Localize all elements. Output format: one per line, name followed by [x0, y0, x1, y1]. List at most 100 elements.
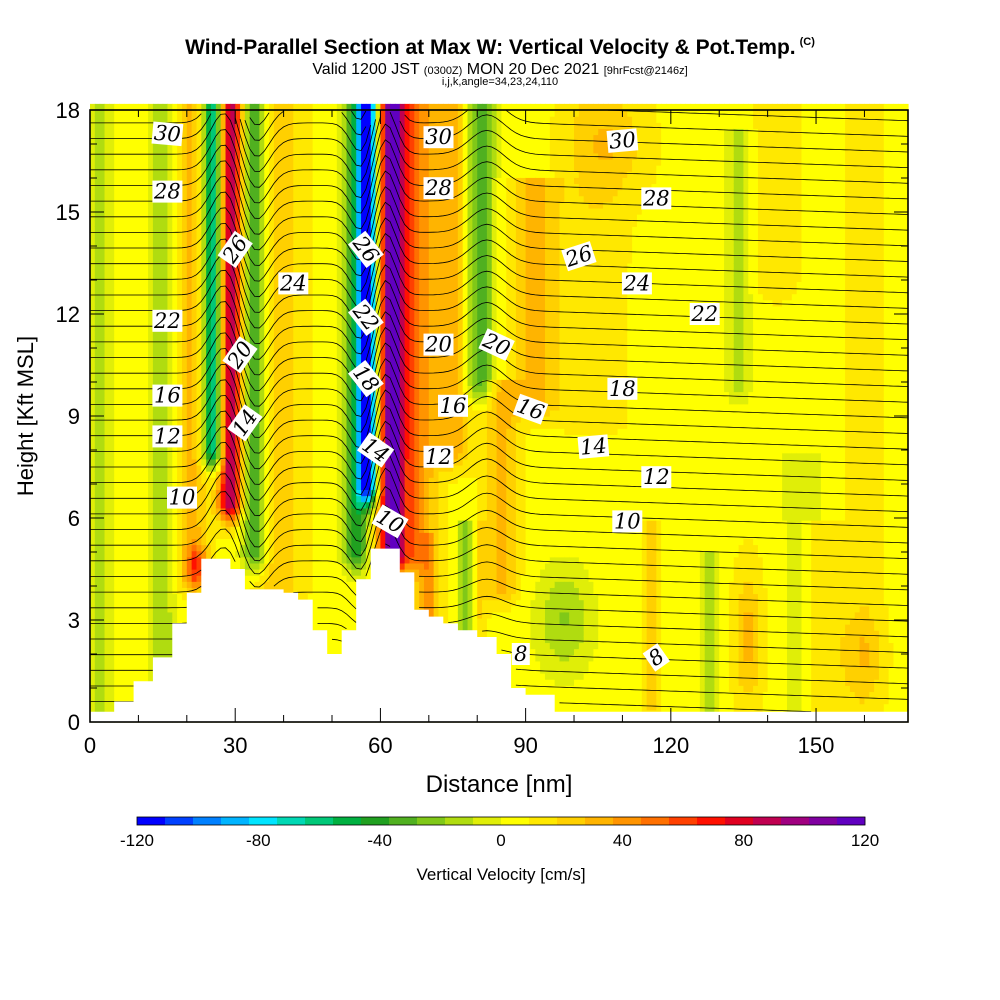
velocity-cell — [109, 453, 114, 460]
velocity-cell — [109, 691, 114, 698]
velocity-cell — [158, 581, 163, 588]
velocity-cell — [187, 226, 192, 233]
velocity-cell — [124, 220, 129, 227]
velocity-cell — [95, 110, 100, 117]
velocity-cell — [153, 587, 158, 594]
velocity-cell — [269, 239, 274, 246]
velocity-cell — [153, 251, 158, 258]
velocity-cell — [264, 465, 269, 472]
velocity-cell — [182, 312, 187, 319]
velocity-cell — [129, 318, 134, 325]
velocity-cell — [105, 563, 110, 570]
velocity-cell — [187, 551, 192, 558]
velocity-cell — [313, 428, 318, 435]
velocity-cell — [100, 520, 105, 527]
velocity-cell — [255, 159, 260, 166]
velocity-cell — [114, 563, 119, 570]
velocity-cell — [317, 202, 322, 209]
velocity-cell — [105, 183, 110, 190]
velocity-cell — [255, 177, 260, 184]
velocity-cell — [226, 147, 231, 154]
velocity-cell — [216, 232, 221, 239]
velocity-cell — [148, 642, 153, 649]
velocity-cell — [129, 606, 134, 613]
velocity-cell — [288, 489, 293, 496]
velocity-cell — [100, 679, 105, 686]
velocity-cell — [163, 557, 168, 564]
velocity-cell — [114, 569, 119, 576]
velocity-cell — [138, 642, 143, 649]
velocity-cell — [100, 465, 105, 472]
velocity-cell — [143, 440, 148, 447]
velocity-cell — [105, 459, 110, 466]
velocity-cell — [288, 177, 293, 184]
velocity-cell — [206, 373, 211, 380]
velocity-cell — [129, 514, 134, 521]
velocity-cell — [163, 373, 168, 380]
velocity-cell — [124, 355, 129, 362]
velocity-cell — [298, 459, 303, 466]
velocity-cell — [293, 422, 298, 429]
velocity-cell — [322, 581, 327, 588]
velocity-cell — [105, 134, 110, 141]
velocity-cell — [95, 673, 100, 680]
velocity-cell — [105, 275, 110, 282]
velocity-cell — [317, 226, 322, 233]
velocity-cell — [119, 447, 124, 454]
velocity-cell — [114, 355, 119, 362]
velocity-cell — [255, 477, 260, 484]
velocity-cell — [158, 496, 163, 503]
velocity-cell — [158, 636, 163, 643]
velocity-cell — [317, 563, 322, 570]
velocity-cell — [119, 208, 124, 215]
velocity-cell — [148, 593, 153, 600]
velocity-cell — [105, 159, 110, 166]
velocity-cell — [119, 416, 124, 423]
velocity-cell — [298, 581, 303, 588]
velocity-cell — [269, 459, 274, 466]
velocity-cell — [288, 526, 293, 533]
velocity-cell — [327, 514, 332, 521]
velocity-cell — [211, 410, 216, 417]
velocity-cell — [317, 520, 322, 527]
velocity-cell — [298, 593, 303, 600]
velocity-cell — [313, 183, 318, 190]
velocity-cell — [105, 226, 110, 233]
velocity-cell — [274, 220, 279, 227]
velocity-cell — [153, 232, 158, 239]
velocity-cell — [308, 251, 313, 258]
velocity-cell — [109, 704, 114, 711]
velocity-cell — [264, 171, 269, 178]
velocity-cell — [264, 153, 269, 160]
velocity-cell — [322, 355, 327, 362]
velocity-cell — [313, 453, 318, 460]
velocity-cell — [303, 318, 308, 325]
velocity-cell — [313, 496, 318, 503]
velocity-cell — [143, 226, 148, 233]
velocity-cell — [259, 440, 264, 447]
velocity-cell — [216, 385, 221, 392]
velocity-cell — [143, 593, 148, 600]
velocity-cell — [109, 465, 114, 472]
velocity-cell — [177, 453, 182, 460]
velocity-cell — [129, 612, 134, 619]
velocity-cell — [322, 471, 327, 478]
velocity-cell — [279, 496, 284, 503]
velocity-cell — [303, 300, 308, 307]
velocity-cell — [95, 587, 100, 594]
velocity-cell — [109, 600, 114, 607]
velocity-cell — [167, 147, 172, 154]
velocity-cell — [182, 569, 187, 576]
velocity-cell — [327, 520, 332, 527]
velocity-cell — [119, 379, 124, 386]
velocity-cell — [172, 471, 177, 478]
velocity-cell — [124, 612, 129, 619]
velocity-cell — [274, 324, 279, 331]
velocity-cell — [322, 128, 327, 135]
velocity-cell — [288, 116, 293, 123]
velocity-cell — [288, 239, 293, 246]
velocity-cell — [211, 489, 216, 496]
velocity-cell — [153, 459, 158, 466]
velocity-cell — [114, 496, 119, 503]
velocity-cell — [109, 563, 114, 570]
